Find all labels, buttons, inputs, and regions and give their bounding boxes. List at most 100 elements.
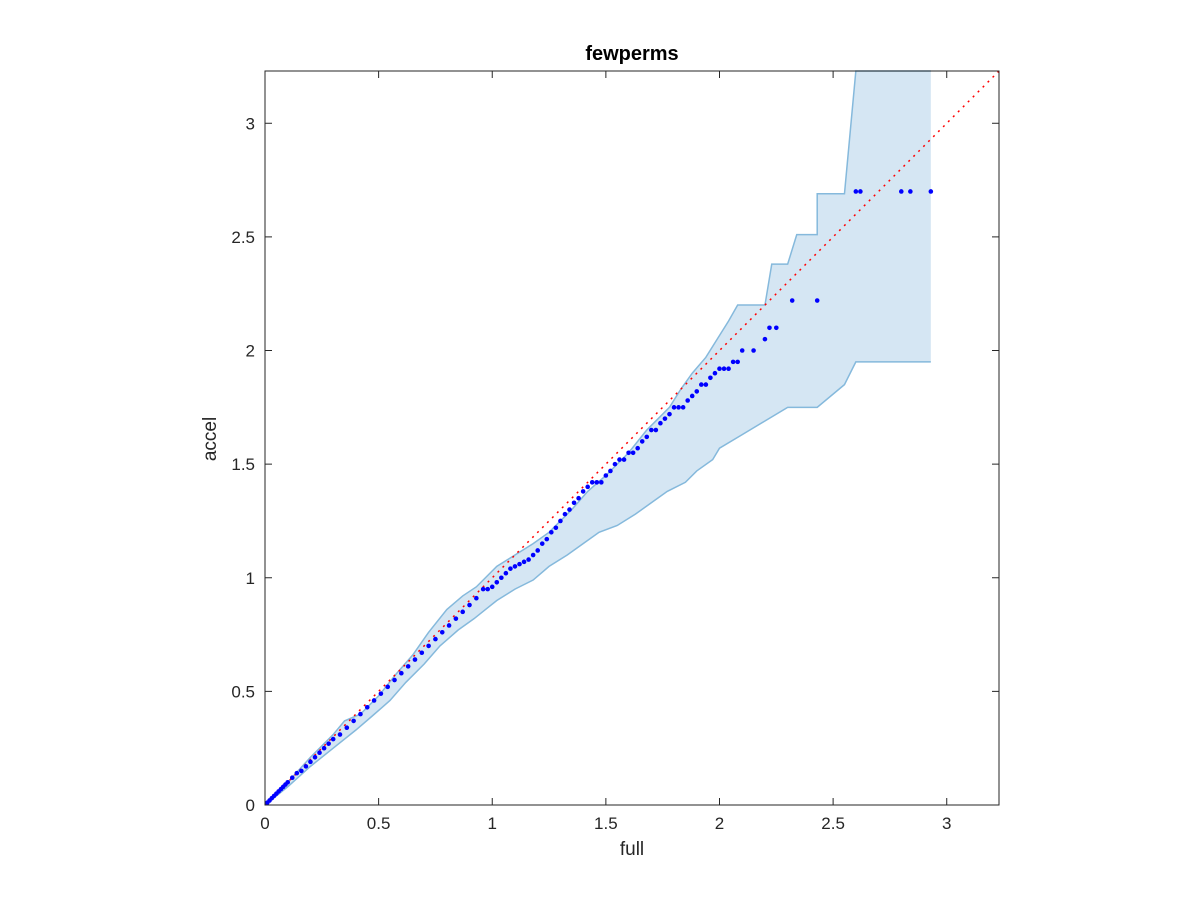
- data-point: [321, 745, 327, 751]
- data-point: [517, 561, 522, 567]
- data-point: [521, 559, 527, 565]
- data-point: [726, 366, 731, 371]
- x-tick-label: 3: [942, 814, 951, 833]
- data-point: [385, 684, 391, 690]
- data-point: [512, 564, 518, 569]
- data-point: [649, 427, 654, 433]
- axis-ticks: 0 0.5 1 1.5 2 2.5 3 0 0.5 1 1.5 2 2.5 3: [231, 71, 999, 833]
- y-tick-label: 0.5: [231, 682, 255, 701]
- data-point: [644, 434, 650, 440]
- data-point: [621, 457, 627, 462]
- data-point: [928, 189, 934, 194]
- data-point: [419, 650, 425, 656]
- data-point: [858, 189, 863, 194]
- data-point: [789, 298, 795, 303]
- data-point: [358, 711, 363, 717]
- data-point: [667, 411, 672, 417]
- data-point: [680, 405, 686, 410]
- data-point: [526, 557, 531, 562]
- data-point: [730, 359, 736, 365]
- data-point: [639, 439, 645, 444]
- y-tick-label: 1.5: [231, 455, 255, 474]
- data-point: [405, 664, 411, 669]
- data-point: [608, 468, 613, 474]
- data-points: [264, 189, 934, 806]
- data-point: [612, 461, 618, 467]
- data-point: [294, 770, 300, 776]
- data-point: [344, 725, 350, 731]
- data-point: [378, 691, 384, 696]
- data-point: [539, 541, 545, 546]
- data-point: [433, 636, 438, 642]
- data-point: [617, 457, 622, 462]
- data-point: [721, 366, 727, 371]
- data-point: [549, 530, 554, 535]
- data-point: [474, 595, 479, 601]
- data-point: [712, 370, 718, 376]
- y-tick-label: 2: [246, 342, 255, 361]
- data-point: [553, 525, 559, 531]
- data-point: [412, 657, 418, 662]
- data-point: [671, 405, 677, 410]
- data-point: [485, 586, 490, 592]
- data-point: [735, 359, 740, 365]
- data-point: [898, 189, 904, 194]
- x-axis-label: full: [620, 839, 644, 860]
- data-point: [308, 759, 313, 765]
- data-point: [489, 584, 495, 590]
- data-point: [589, 480, 595, 485]
- x-tick-label: 1.5: [594, 814, 618, 833]
- data-point: [453, 616, 459, 621]
- data-point: [694, 389, 700, 394]
- data-point: [571, 500, 577, 506]
- y-tick-label: 1: [246, 569, 255, 588]
- data-point: [699, 382, 704, 387]
- data-point: [426, 643, 431, 649]
- data-point: [337, 732, 343, 737]
- data-point: [446, 623, 452, 628]
- data-point: [503, 570, 509, 576]
- data-point: [326, 741, 331, 746]
- data-point: [317, 750, 322, 756]
- data-point: [599, 480, 604, 485]
- x-tick-label: 1: [488, 814, 497, 833]
- data-point: [530, 552, 536, 558]
- x-tick-label: 0: [260, 814, 269, 833]
- data-point: [853, 189, 859, 194]
- data-point: [658, 420, 663, 426]
- data-point: [285, 779, 291, 785]
- x-tick-label: 2: [715, 814, 724, 833]
- data-point: [635, 445, 640, 451]
- data-point: [594, 480, 600, 485]
- data-point: [371, 698, 377, 703]
- reference-line: [264, 70, 1000, 806]
- data-point: [585, 484, 590, 490]
- data-point: [685, 398, 690, 403]
- x-tick-label: 0.5: [367, 814, 391, 833]
- reference-line-layer: [264, 70, 1000, 806]
- data-point: [662, 416, 668, 421]
- data-point: [494, 580, 500, 585]
- data-point: [351, 718, 356, 724]
- data-point: [312, 754, 318, 760]
- data-point: [630, 450, 636, 456]
- y-axis-label: accel: [200, 417, 221, 461]
- data-point: [535, 548, 540, 553]
- data-point: [739, 348, 745, 353]
- data-point: [689, 393, 695, 399]
- data-point: [544, 536, 550, 542]
- data-point: [762, 336, 768, 342]
- data-point: [774, 325, 779, 331]
- data-point: [567, 507, 572, 512]
- y-tick-label: 0: [246, 796, 255, 815]
- data-point: [480, 586, 486, 592]
- data-point: [399, 670, 404, 676]
- data-point: [467, 602, 472, 608]
- data-point: [392, 677, 397, 683]
- data-point: [814, 298, 820, 303]
- data-point: [708, 375, 713, 381]
- data-point: [330, 736, 336, 742]
- data-point: [562, 511, 568, 517]
- x-tick-label: 2.5: [821, 814, 845, 833]
